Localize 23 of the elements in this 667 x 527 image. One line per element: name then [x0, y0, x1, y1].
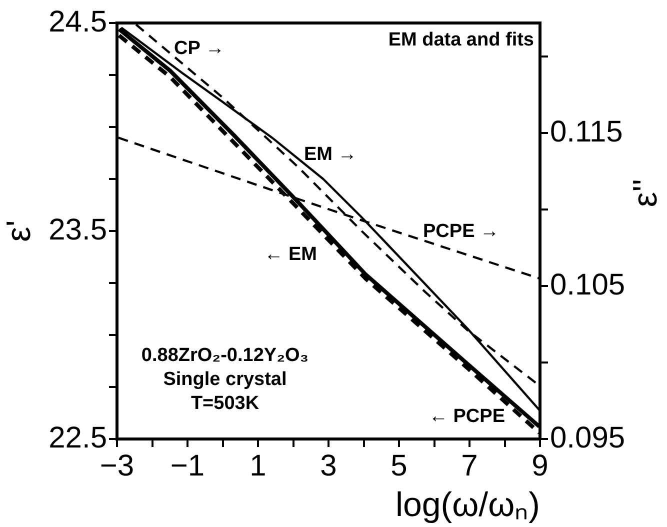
- annotation: Single crystal: [163, 369, 287, 390]
- x-tick-label: 5: [390, 449, 408, 482]
- annotation: T=503K: [190, 393, 260, 414]
- y2-tick-label: 0.115: [550, 115, 623, 148]
- y2-tick-label: 0.095: [550, 421, 626, 454]
- y-tick-label: 23.5: [48, 213, 107, 246]
- annotation: PCPE →: [423, 221, 500, 242]
- annotation: EM data and fits: [388, 30, 534, 51]
- annotation: EM →: [304, 144, 357, 166]
- annotation: ← PCPE: [428, 406, 505, 428]
- x-tick-label: 7: [461, 449, 478, 482]
- annotation: ← EM: [264, 244, 317, 266]
- x-axis-title: log(ω/ωₙ): [395, 486, 540, 524]
- annotation: CP →: [174, 38, 224, 60]
- x-tick-label: 9: [532, 449, 548, 482]
- x-tick-label: 1: [250, 449, 266, 482]
- y2-tick-label: 0.105: [550, 268, 626, 302]
- y2-axis-title: ε'': [626, 178, 664, 208]
- annotation: 0.88ZrO₂-0.12Y₂O₃: [141, 345, 309, 366]
- y-axis-title: ε': [0, 220, 38, 242]
- x-tick-label: 3: [320, 449, 337, 482]
- x-tick-label: −1: [170, 449, 205, 482]
- y-tick-label: 24.5: [48, 5, 107, 38]
